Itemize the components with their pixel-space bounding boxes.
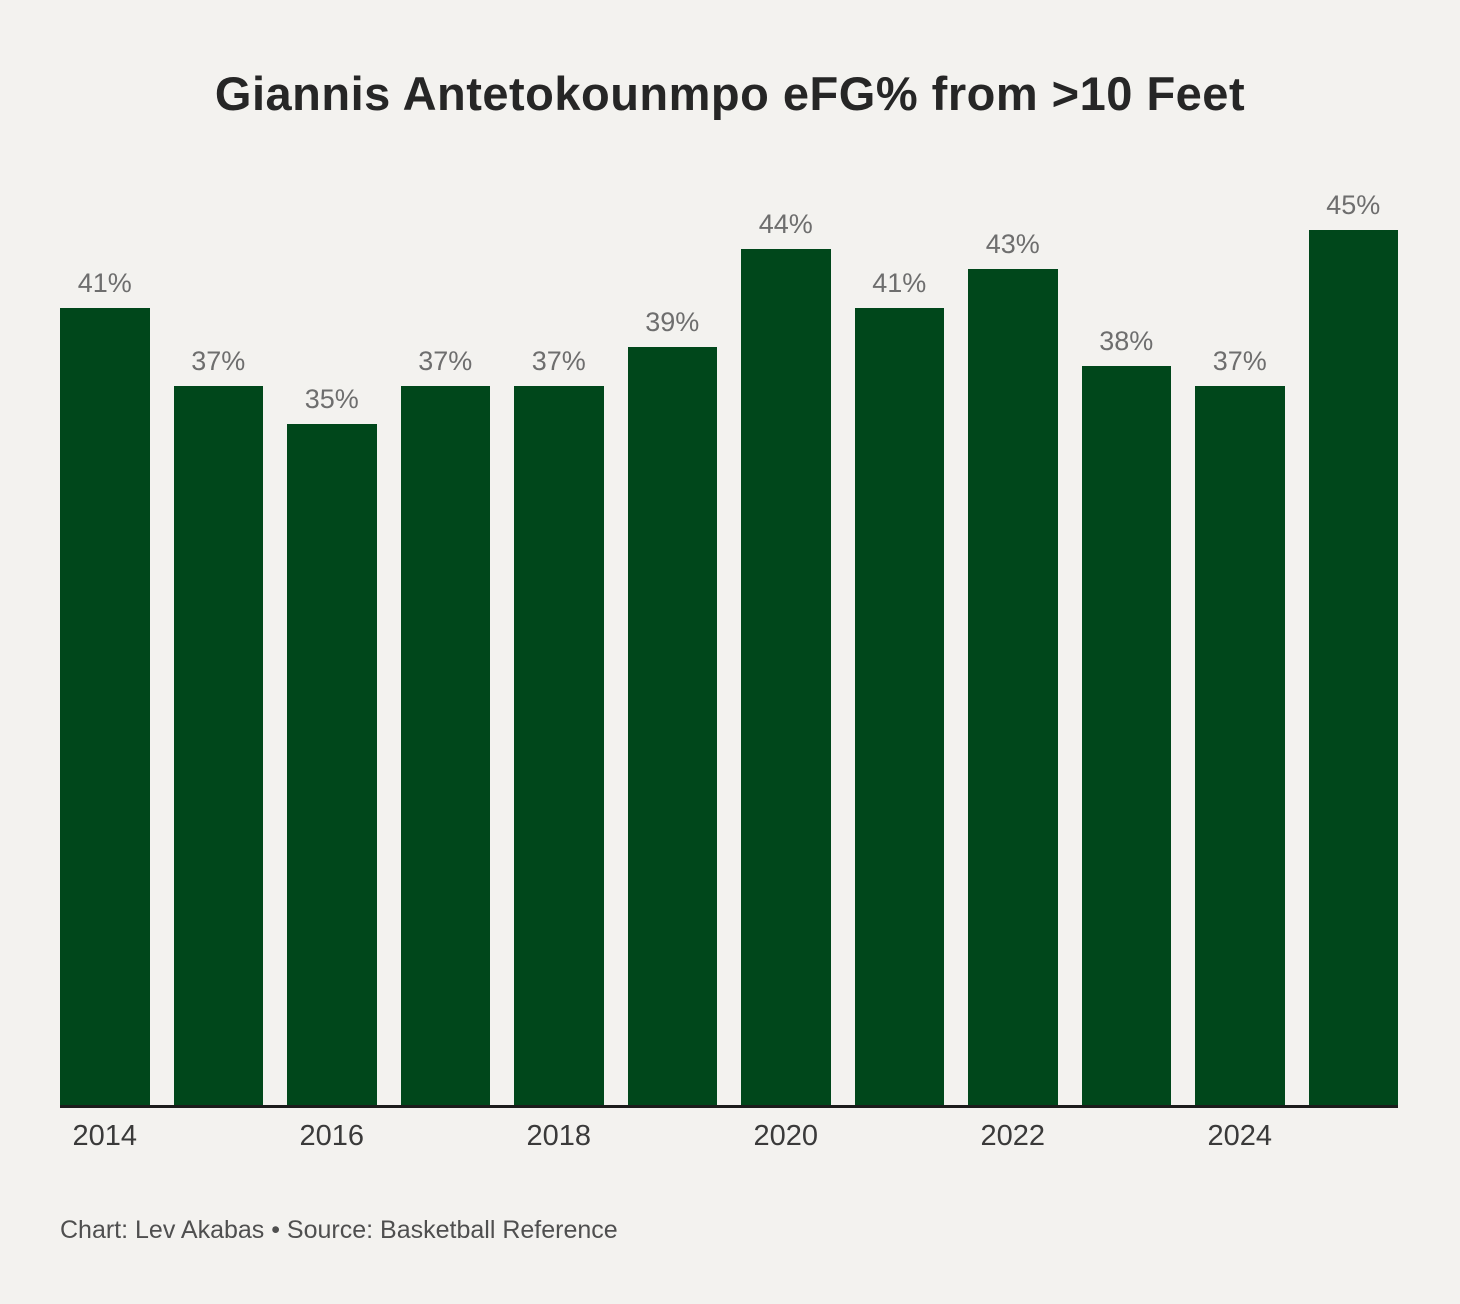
bar	[627, 347, 717, 1105]
source-attribution: Chart: Lev Akabas • Source: Basketball R…	[60, 1216, 618, 1244]
bar-value-label: 37%	[191, 346, 246, 376]
x-tick-label: 2018	[526, 1120, 591, 1152]
bar-slot: 41%	[854, 268, 944, 1105]
bar-slot: 41%	[60, 268, 150, 1105]
x-tick-label: 2022	[980, 1120, 1045, 1152]
bar-slot: 37%	[1195, 346, 1285, 1105]
bar-value-label: 37%	[531, 346, 586, 376]
bar-slot: 37%	[400, 346, 490, 1105]
bar-value-label: 39%	[645, 307, 700, 337]
x-tick-label: 2020	[753, 1120, 818, 1152]
bar-slot: 43%	[968, 229, 1058, 1105]
bar-value-label: 41%	[872, 268, 927, 298]
bar	[741, 249, 831, 1105]
x-tick-label	[401, 1120, 491, 1153]
bar	[287, 424, 377, 1105]
x-tick-label	[628, 1120, 718, 1153]
bar-value-label: 44%	[758, 209, 813, 239]
bar	[1081, 366, 1171, 1105]
bar	[514, 386, 604, 1105]
bar-value-label: 37%	[1212, 346, 1267, 376]
bar	[60, 308, 150, 1105]
x-tick-label: 2016	[299, 1120, 364, 1152]
bar-slot: 45%	[1308, 190, 1398, 1105]
x-tick-label	[174, 1120, 264, 1153]
plot-area: 41% 37% 35% 37% 37% 39% 44% 41% 43% 38% 37% 45%	[60, 190, 1398, 1108]
bar-value-label: 41%	[77, 268, 132, 298]
bar-value-label: 37%	[418, 346, 473, 376]
bar-value-label: 35%	[304, 384, 359, 414]
x-tick-label	[1082, 1120, 1172, 1153]
bar-value-label: 38%	[1099, 326, 1154, 356]
x-tick-label: 2024	[1207, 1120, 1272, 1152]
bar-slot: 37%	[173, 346, 263, 1105]
bar	[1308, 230, 1398, 1105]
bar	[400, 386, 490, 1105]
bar-slot: 37%	[514, 346, 604, 1105]
x-tick-label	[1309, 1120, 1399, 1153]
bar	[1195, 386, 1285, 1105]
x-tick-label: 2014	[72, 1120, 137, 1152]
chart-title: Giannis Antetokounmpo eFG% from >10 Feet	[214, 67, 1246, 120]
bar-value-label: 43%	[985, 229, 1040, 259]
bar-slot: 44%	[741, 209, 831, 1105]
bar	[173, 386, 263, 1105]
x-axis-labels: 2014 2016 2018 2020 2022 2024	[60, 1120, 1398, 1153]
bar-slot: 39%	[627, 307, 717, 1105]
bar	[968, 269, 1058, 1105]
bar-slot: 35%	[287, 384, 377, 1105]
bar-slot: 38%	[1081, 326, 1171, 1105]
bar	[854, 308, 944, 1105]
bar-value-label: 45%	[1326, 190, 1381, 220]
x-tick-label	[855, 1120, 945, 1153]
